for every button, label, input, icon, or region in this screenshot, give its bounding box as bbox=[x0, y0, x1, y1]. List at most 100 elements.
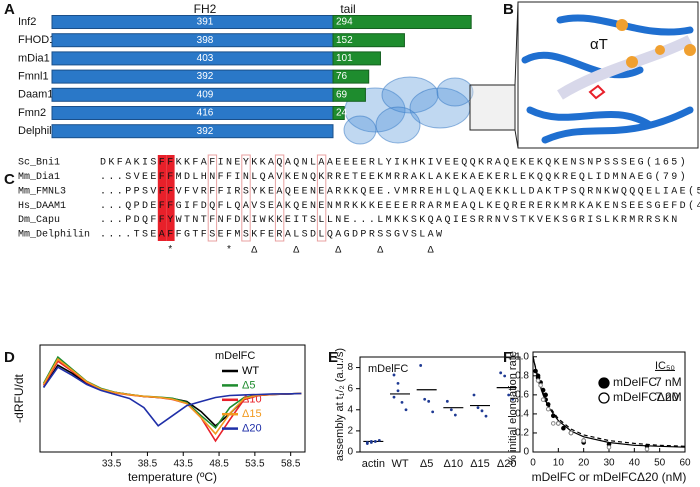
spheres bbox=[616, 19, 696, 68]
tail-bar bbox=[332, 106, 345, 120]
fh2-length: 392 bbox=[197, 71, 214, 82]
data-point bbox=[373, 440, 377, 443]
x-tick-label: Δ10 bbox=[444, 458, 464, 470]
tail-bar bbox=[332, 51, 381, 66]
data-point bbox=[535, 378, 541, 383]
data-point bbox=[550, 421, 556, 426]
plot-frame bbox=[39, 344, 306, 453]
fh2-bar bbox=[51, 33, 334, 48]
y-tick-label: 2 bbox=[347, 426, 353, 437]
data-point bbox=[392, 373, 396, 377]
y-tick-label: 0.2 bbox=[515, 428, 529, 439]
fh2-length: 391 bbox=[197, 17, 214, 28]
legend-entry: Δ20 bbox=[242, 423, 262, 435]
legend-marker bbox=[598, 377, 610, 389]
tail-bar bbox=[332, 69, 370, 84]
y-tick-label: 8 bbox=[347, 362, 353, 373]
similar-box bbox=[316, 154, 327, 242]
red-residue bbox=[588, 84, 606, 100]
data-point bbox=[431, 410, 435, 414]
data-point bbox=[423, 397, 427, 401]
y-tick-label: 0.4 bbox=[515, 409, 529, 420]
conserved-highlight bbox=[166, 155, 175, 241]
fh2-bar bbox=[51, 106, 334, 120]
fh2-bar bbox=[51, 124, 334, 139]
sequence-name: Mm_FMNL3 bbox=[18, 186, 66, 197]
x-axis-label: temperature (ºC) bbox=[128, 470, 217, 484]
legend-entry: Δ10 bbox=[242, 394, 262, 406]
data-point bbox=[507, 393, 511, 397]
data-point bbox=[396, 381, 400, 385]
data-point bbox=[453, 413, 457, 417]
x-tick-label: 38.5 bbox=[138, 459, 158, 470]
tail-bar bbox=[332, 87, 366, 102]
x-tick-label: Δ20 bbox=[497, 458, 517, 470]
sequence: ....TSEAFFGTFSEFMSKFERALSDLQAGDPRSSGVSLA… bbox=[100, 230, 444, 241]
protein-name: Daam1 bbox=[18, 89, 53, 101]
fh2-bar bbox=[51, 87, 334, 102]
x-tick-label: 10 bbox=[553, 458, 565, 469]
data-point bbox=[568, 430, 574, 436]
structure-surface bbox=[343, 76, 474, 145]
panel-label: C bbox=[4, 171, 15, 188]
data-point bbox=[561, 425, 566, 431]
x-tick-label: 48.5 bbox=[209, 459, 229, 470]
x-tick-label: 60 bbox=[679, 458, 691, 469]
helix-label: αT bbox=[590, 36, 608, 53]
tail-length: 76 bbox=[336, 71, 348, 82]
data-point bbox=[484, 414, 488, 418]
fh2-bar bbox=[51, 51, 334, 66]
x-tick-label: 40 bbox=[629, 458, 641, 469]
fh2-bar bbox=[51, 69, 334, 84]
data-point bbox=[499, 371, 503, 375]
helix bbox=[557, 35, 693, 100]
similar-box bbox=[207, 154, 218, 242]
data-point bbox=[472, 393, 476, 397]
sequence-name: Mm_Dia1 bbox=[18, 171, 60, 183]
data-point bbox=[396, 389, 400, 393]
x-axis-label: mDelFC or mDelFCΔ20 (nM) bbox=[532, 470, 687, 484]
sequence: ...SVEEFFMDLHNFFINLQAVKENQKRRETEEKMRRAKL… bbox=[100, 171, 688, 183]
sequence: ...QPDEFFGIFDQFLQAVSEAKQENENMRKKKEEEERRA… bbox=[100, 200, 700, 212]
legend-entry: WT bbox=[242, 365, 259, 377]
y-tick-label: 6 bbox=[347, 383, 353, 394]
data-point bbox=[377, 438, 381, 442]
panel-label: A bbox=[4, 1, 15, 18]
data-point bbox=[400, 400, 404, 404]
data-point bbox=[369, 440, 373, 443]
data-point bbox=[392, 395, 396, 399]
data-point bbox=[480, 409, 484, 413]
similar-box bbox=[274, 154, 285, 242]
x-tick-label: 53.5 bbox=[245, 459, 265, 470]
protein-name: Fmn2 bbox=[18, 107, 46, 119]
y-tick-label: 0.6 bbox=[515, 389, 529, 400]
fh2-length: 392 bbox=[197, 126, 214, 137]
x-tick-label: Δ5 bbox=[420, 458, 433, 470]
plot-frame bbox=[359, 356, 521, 453]
legend-marker bbox=[598, 392, 610, 404]
legend-entry: Δ15 bbox=[242, 408, 262, 420]
sequence: ...PDQFFYWTNTFNFDKIWKKEITSLLNE...LMKKSKQ… bbox=[100, 215, 680, 226]
y-axis-label: assembly at t₁/₂ (a.u./s) bbox=[334, 348, 346, 461]
legend-ic50: 7 nM bbox=[655, 390, 682, 404]
data-point bbox=[445, 399, 449, 403]
panel-label: E bbox=[328, 349, 338, 366]
y-tick-label: 0.8 bbox=[515, 370, 529, 381]
conserved-highlight bbox=[157, 155, 167, 241]
fh2-length: 416 bbox=[197, 108, 214, 119]
data-point bbox=[476, 406, 480, 410]
fh2-length: 398 bbox=[197, 35, 214, 46]
sequence-name: Sc_Bni1 bbox=[18, 157, 60, 169]
sequence: DKFAKISFFKKFAFINEYKKAQAQNLAAEEEERLYIKHKI… bbox=[100, 157, 688, 169]
plot-title: mDelFC bbox=[368, 363, 408, 375]
protein-name: FHOD1 bbox=[18, 34, 55, 46]
x-tick-label: 0 bbox=[530, 458, 536, 469]
y-axis-label: % initial elongation rate bbox=[507, 351, 519, 465]
fh2-length: 409 bbox=[197, 89, 214, 100]
data-point bbox=[606, 444, 612, 450]
x-tick-label: actin bbox=[362, 458, 385, 470]
data-point bbox=[511, 397, 515, 401]
data-point bbox=[540, 397, 546, 402]
y-tick-label: 4 bbox=[347, 404, 353, 415]
tail-length: 101 bbox=[336, 53, 353, 64]
